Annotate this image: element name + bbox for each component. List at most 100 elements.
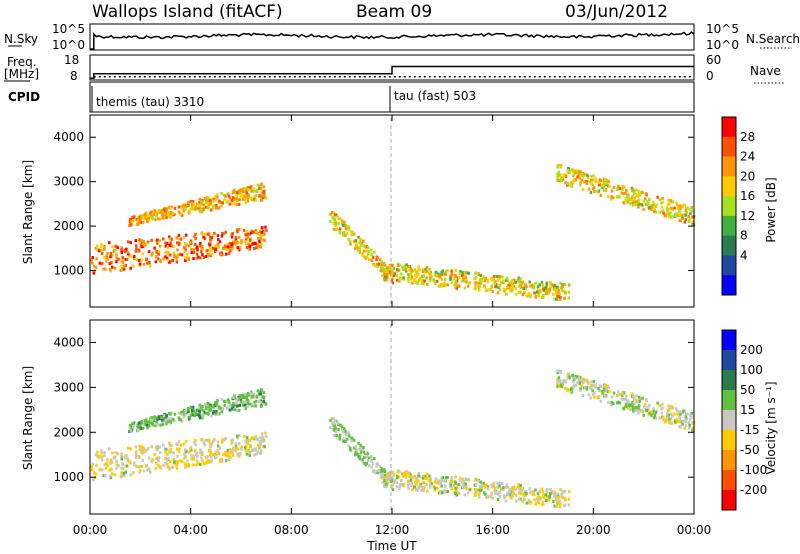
power-cell-217 <box>155 255 158 259</box>
power-cell-680 <box>165 208 169 212</box>
velocity-cell-261 <box>238 434 241 438</box>
power-cell-1441 <box>559 177 563 181</box>
power-cell-312 <box>230 243 234 246</box>
power-cell-1192 <box>502 287 506 291</box>
power-cell-340 <box>200 244 204 248</box>
velocity-cell-1099 <box>440 484 443 488</box>
velocity-cell-100 <box>127 458 130 462</box>
power-cell-220 <box>253 247 256 250</box>
velocity-cell-1002 <box>559 488 562 492</box>
velocity-cell-1441 <box>559 383 563 387</box>
power-cell-113 <box>244 233 247 237</box>
power-cell-1134 <box>384 273 388 277</box>
power-cell-1155 <box>496 275 499 278</box>
velocity-cell-1031 <box>428 474 431 478</box>
velocity-cell-1214 <box>427 478 431 482</box>
power-cell-1209 <box>542 288 545 292</box>
velocity-cell-222 <box>209 453 212 457</box>
velocity-cell-1032 <box>413 480 417 484</box>
velocity-cell-289 <box>150 445 153 449</box>
power-cell-784 <box>341 222 344 226</box>
power-cell-631 <box>159 210 163 214</box>
power-cell-1215 <box>384 269 388 273</box>
velocity-cbar-tick-2: 50 <box>740 383 755 397</box>
velocity-cell-872 <box>553 504 556 508</box>
power-cell-356 <box>250 229 254 233</box>
power-cell-650 <box>258 194 261 198</box>
power-cell-1403 <box>624 199 627 202</box>
velocity-cell-71 <box>187 464 190 468</box>
velocity-cell-354 <box>149 470 152 474</box>
power-cell-1196 <box>441 284 444 288</box>
velocity-cell-176 <box>192 454 196 458</box>
velocity-cell-412 <box>141 426 145 430</box>
power-cell-1139 <box>514 287 517 291</box>
power-cell-1079 <box>537 288 540 292</box>
power-cell-1194 <box>410 275 414 279</box>
power-cell-189 <box>126 240 130 244</box>
power-cell-315 <box>120 246 123 250</box>
power-cell-1147 <box>454 275 457 279</box>
power-cell-775 <box>372 263 375 267</box>
velocity-cell-1148 <box>433 486 437 490</box>
power-cell-251 <box>236 246 239 250</box>
power-cell-549 <box>218 199 221 203</box>
power-cell-1511 <box>572 179 575 183</box>
velocity-cell-705 <box>358 447 361 451</box>
velocity-cell-738 <box>366 452 370 456</box>
power-cell-1528 <box>664 214 668 218</box>
power-cell-859 <box>390 269 394 273</box>
power-cell-360 <box>204 232 207 236</box>
power-cell-138 <box>209 249 213 253</box>
velocity-cell-1079 <box>537 495 540 499</box>
power-cell-926 <box>402 276 405 280</box>
power-cell-313 <box>224 244 227 248</box>
power-cell-1345 <box>638 198 641 202</box>
velocity-cell-1238 <box>464 482 467 486</box>
power-cell-1206 <box>511 279 515 283</box>
power-cell-1049 <box>549 281 552 285</box>
velocity-cell-670 <box>235 400 238 404</box>
velocity-cell-280 <box>165 463 169 467</box>
velocity-cell-114 <box>210 442 213 446</box>
power-cell-903 <box>406 277 410 281</box>
velocity-cell-1138 <box>455 493 458 497</box>
power-cell-646 <box>129 223 133 227</box>
power-cell-533 <box>231 199 235 203</box>
velocity-cell-1223 <box>386 476 389 480</box>
velocity-cell-920 <box>498 481 502 485</box>
velocity-cell-1502 <box>692 426 695 430</box>
velocity-cell-671 <box>184 409 187 413</box>
power-cell-1213 <box>387 270 391 274</box>
power-cell-1077 <box>395 278 399 282</box>
velocity-cell-1305 <box>642 405 646 409</box>
power-cell-275 <box>208 243 211 247</box>
velocity-cell-769 <box>367 456 371 460</box>
velocity-cell-627 <box>198 414 201 418</box>
velocity-cell-576 <box>142 421 145 425</box>
power-cell-245 <box>242 228 246 232</box>
power-cell-921 <box>381 269 384 273</box>
velocity-cell-472 <box>198 403 201 407</box>
velocity-cell-1485 <box>573 383 576 387</box>
power-cell-1057 <box>524 287 527 290</box>
velocity-cell-486 <box>196 409 200 412</box>
power-cell-1471 <box>607 180 610 184</box>
power-cell-373 <box>189 241 192 244</box>
power-cell-661 <box>222 194 226 197</box>
velocity-cell-879 <box>449 481 452 485</box>
power-cell-48 <box>259 236 263 240</box>
velocity-cell-1057 <box>524 493 527 497</box>
velocity-cell-303 <box>184 454 187 458</box>
power-cell-1080 <box>482 275 485 279</box>
velocity-cell-1179 <box>422 489 425 492</box>
power-cell-1220 <box>522 287 525 291</box>
velocity-cell-1507 <box>599 385 603 388</box>
power-cell-1202 <box>402 265 405 269</box>
power-cell-1179 <box>422 282 425 286</box>
velocity-cell-1150 <box>541 500 545 504</box>
power-cell-1494 <box>665 206 669 210</box>
power-cell-1449 <box>665 212 668 216</box>
velocity-cell-548 <box>250 402 253 406</box>
velocity-cell-1526 <box>678 424 681 428</box>
